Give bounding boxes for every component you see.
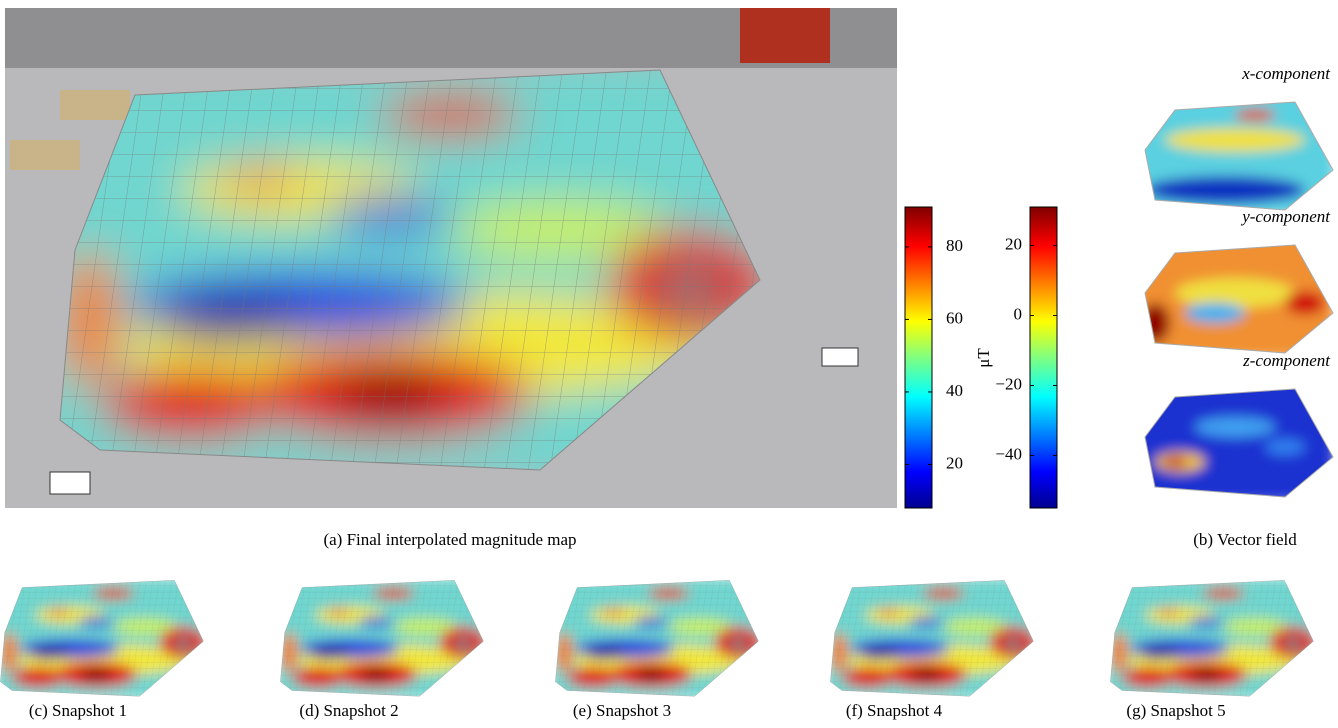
tick-label: −20	[995, 374, 1022, 393]
snapshot-map	[825, 577, 1040, 699]
colorbar-label: μT	[974, 348, 993, 368]
caption: (c) Snapshot 1	[29, 701, 127, 720]
tick-label: 40	[946, 381, 963, 400]
snapshot-map	[0, 577, 209, 699]
caption: (f) Snapshot 4	[846, 701, 943, 720]
snapshot-map	[550, 577, 765, 699]
floor-mat	[60, 90, 130, 120]
tick-label: 0	[1014, 304, 1023, 323]
caption: (b) Vector field	[1193, 530, 1297, 549]
marker	[821, 347, 859, 367]
colorbar	[1029, 206, 1058, 509]
tick-label: −40	[995, 444, 1022, 463]
caption: (e) Snapshot 3	[573, 701, 671, 720]
chair	[740, 8, 830, 63]
caption: (d) Snapshot 2	[299, 701, 398, 720]
caption: (g) Snapshot 5	[1126, 701, 1225, 720]
floor-mat	[10, 140, 80, 170]
z-component-map	[1144, 388, 1334, 498]
component-label: z-component	[1242, 351, 1331, 370]
component-label: y-component	[1240, 207, 1331, 226]
snapshot-map	[275, 577, 490, 699]
tick-label: 20	[1005, 234, 1022, 253]
tick-label: 20	[946, 453, 963, 472]
y-component-map	[1144, 244, 1334, 354]
tick-label: 60	[946, 308, 963, 327]
snapshot-map	[1105, 577, 1320, 699]
component-label: x-component	[1241, 64, 1331, 83]
caption: (a) Final interpolated magnitude map	[323, 530, 576, 549]
x-component-map	[1144, 101, 1334, 211]
marker	[49, 471, 91, 495]
tick-label: 80	[946, 236, 963, 255]
colorbar	[904, 206, 933, 509]
